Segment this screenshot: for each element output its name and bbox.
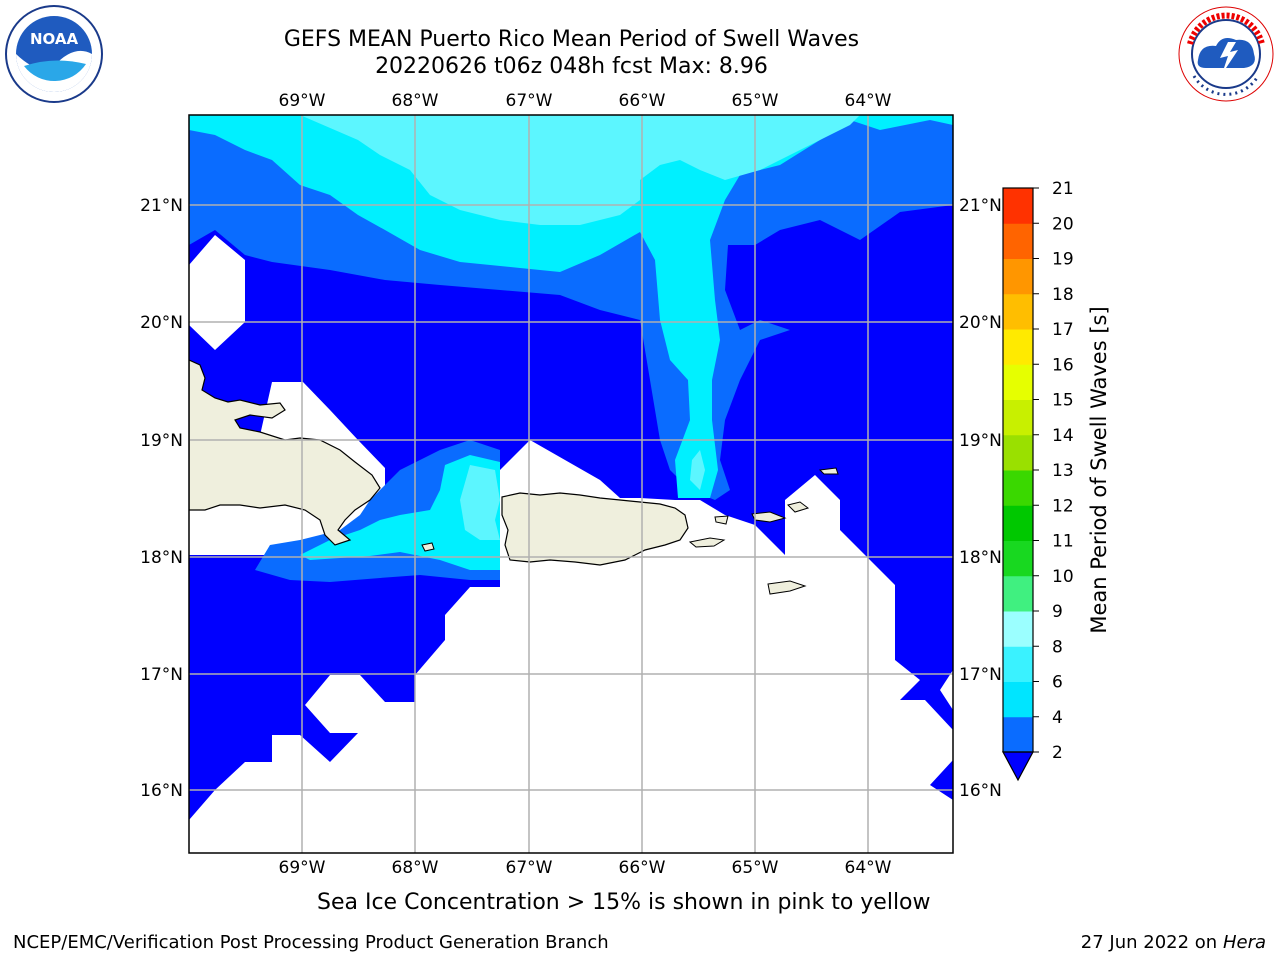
lon-label-bottom: 65°W bbox=[732, 858, 779, 878]
colorbar-segment bbox=[1003, 434, 1033, 471]
colorbar-segment bbox=[1003, 575, 1033, 612]
colorbar-tick-label: 16 bbox=[1052, 355, 1074, 375]
lon-label-top: 64°W bbox=[845, 91, 892, 111]
lon-label-top: 69°W bbox=[279, 91, 326, 111]
lon-label-bottom: 68°W bbox=[392, 858, 439, 878]
lat-label-right: 19°N bbox=[959, 431, 1002, 451]
lat-label-left: 21°N bbox=[140, 196, 183, 216]
colorbar-tick-label: 8 bbox=[1052, 637, 1063, 657]
lon-label-top: 67°W bbox=[506, 91, 553, 111]
lat-label-right: 18°N bbox=[959, 548, 1002, 568]
swell-region-cyan bbox=[189, 115, 953, 498]
chart-title: GEFS MEAN Puerto Rico Mean Period of Swe… bbox=[283, 27, 860, 52]
map-plot-area bbox=[189, 115, 953, 853]
colorbar-tick-label: 11 bbox=[1052, 532, 1074, 552]
lon-label-top: 68°W bbox=[392, 91, 439, 111]
swell-region-deep-blue bbox=[189, 115, 953, 820]
map-frame bbox=[188, 114, 954, 854]
swell-region-light-cyan bbox=[300, 115, 860, 225]
lat-label-right: 16°N bbox=[959, 781, 1002, 801]
date-stamp: 27 Jun 2022 on Hera bbox=[1081, 932, 1266, 953]
lon-label-bottom: 64°W bbox=[845, 858, 892, 878]
colorbar-segment bbox=[1003, 188, 1033, 224]
lat-label-right: 20°N bbox=[959, 313, 1002, 333]
colorbar-segment bbox=[1003, 681, 1033, 718]
lon-label-bottom: 67°W bbox=[506, 858, 553, 878]
colorbar-tick-label: 13 bbox=[1052, 461, 1074, 481]
colorbar-segment bbox=[1003, 293, 1033, 330]
colorbar-segment bbox=[1003, 540, 1033, 577]
noaa-logo-text: NOAA bbox=[30, 30, 79, 48]
colorbar-tick-label: 14 bbox=[1052, 426, 1074, 446]
colorbar-segment bbox=[1003, 364, 1033, 400]
colorbar-tick-label: 4 bbox=[1052, 708, 1063, 728]
colorbar-tick-label: 10 bbox=[1052, 567, 1074, 587]
lat-label-left: 18°N bbox=[140, 548, 183, 568]
colorbar-tick-label: 17 bbox=[1052, 320, 1074, 340]
date-text: 27 Jun 2022 on bbox=[1080, 932, 1218, 953]
map-gridlines bbox=[189, 115, 953, 853]
colorbar-tick-label: 15 bbox=[1052, 391, 1074, 411]
sea-ice-note: Sea Ice Concentration > 15% is shown in … bbox=[317, 890, 931, 915]
colorbar-segment bbox=[1003, 329, 1033, 365]
colorbar-tick-label: 12 bbox=[1052, 496, 1074, 516]
lat-label-left: 17°N bbox=[140, 665, 183, 685]
lon-label-bottom: 69°W bbox=[279, 858, 326, 878]
nws-logo bbox=[1178, 6, 1274, 102]
colorbar-tick-label: 2 bbox=[1052, 743, 1063, 763]
colorbar-segment bbox=[1003, 258, 1033, 295]
colorbar-extend-arrow bbox=[1001, 751, 1035, 782]
colorbar-segment bbox=[1003, 223, 1033, 259]
land-hispaniola bbox=[189, 359, 381, 546]
lat-label-right: 21°N bbox=[959, 196, 1002, 216]
colorbar-tick-label: 18 bbox=[1052, 285, 1074, 305]
machine-name: Hera bbox=[1222, 932, 1266, 953]
chart-subtitle: 20220626 t06z 048h fcst Max: 8.96 bbox=[375, 54, 768, 79]
colorbar-tick-label: 6 bbox=[1052, 673, 1063, 693]
credit-text: NCEP/EMC/Verification Post Processing Pr… bbox=[13, 932, 609, 953]
colorbar-segment bbox=[1003, 399, 1033, 436]
colorbar-label: Mean Period of Swell Waves [s] bbox=[1087, 306, 1111, 633]
colorbar-tick-label: 20 bbox=[1052, 214, 1074, 234]
colorbar: 2 4 6 8 9 10 11 12 13 14 15 16 17 18 19 20 21 bbox=[1001, 179, 1074, 782]
lon-label-top: 65°W bbox=[732, 91, 779, 111]
lon-label-top: 66°W bbox=[619, 91, 666, 111]
colorbar-segment bbox=[1003, 611, 1033, 647]
lat-label-left: 16°N bbox=[140, 781, 183, 801]
lon-label-bottom: 66°W bbox=[619, 858, 666, 878]
colorbar-segment bbox=[1003, 470, 1033, 506]
lat-label-left: 19°N bbox=[140, 431, 183, 451]
colorbar-tick-label: 21 bbox=[1052, 179, 1074, 199]
noaa-logo: NOAA bbox=[5, 5, 103, 103]
colorbar-segment bbox=[1003, 646, 1033, 682]
lat-label-left: 20°N bbox=[140, 313, 183, 333]
lat-label-right: 17°N bbox=[959, 665, 1002, 685]
colorbar-tick-label: 9 bbox=[1052, 602, 1063, 622]
colorbar-segment bbox=[1003, 505, 1033, 541]
colorbar-tick-label: 19 bbox=[1052, 250, 1074, 270]
colorbar-segment bbox=[1003, 716, 1033, 753]
